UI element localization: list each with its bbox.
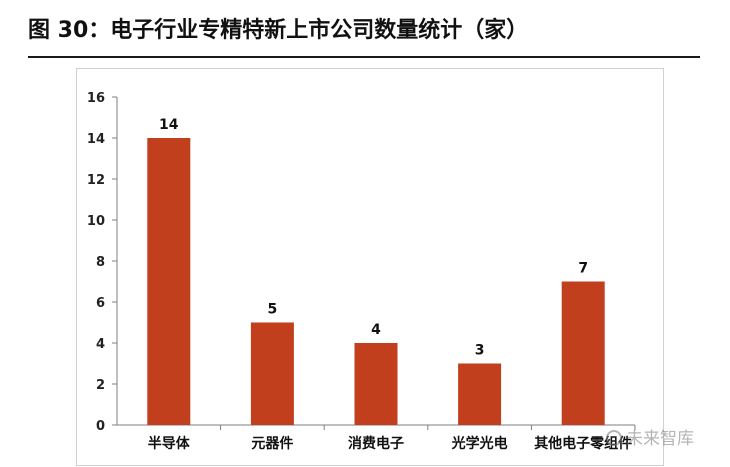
wechat-icon (606, 430, 622, 446)
data-label: 5 (268, 302, 278, 318)
title-divider (28, 56, 700, 58)
bar (250, 322, 294, 425)
chart-frame (76, 68, 664, 466)
y-tick-label: 10 (87, 214, 105, 229)
x-tick-label: 半导体 (148, 435, 191, 452)
y-tick-label: 0 (96, 419, 105, 434)
bar (354, 343, 398, 425)
y-tick-label: 8 (96, 255, 105, 270)
watermark: 未来智库 (606, 424, 694, 449)
bar (458, 363, 502, 425)
y-tick-label: 2 (96, 378, 105, 393)
y-tick-label: 6 (96, 296, 105, 311)
x-tick-label: 消费电子 (348, 435, 404, 452)
page-title: 图 30：电子行业专精特新上市公司数量统计（家） (28, 18, 529, 43)
data-label: 7 (578, 261, 588, 277)
x-tick-label: 元器件 (251, 435, 293, 452)
data-label: 3 (475, 343, 485, 359)
bar (147, 138, 191, 425)
y-tick-label: 14 (87, 132, 105, 147)
x-tick-label: 光学光电 (451, 435, 508, 452)
bar (561, 281, 605, 425)
watermark-text: 未来智库 (626, 429, 694, 449)
y-tick-label: 12 (87, 173, 105, 188)
data-label: 14 (159, 117, 179, 133)
data-label: 4 (371, 322, 381, 338)
y-tick-label: 4 (96, 337, 105, 352)
y-tick-label: 16 (87, 91, 105, 106)
